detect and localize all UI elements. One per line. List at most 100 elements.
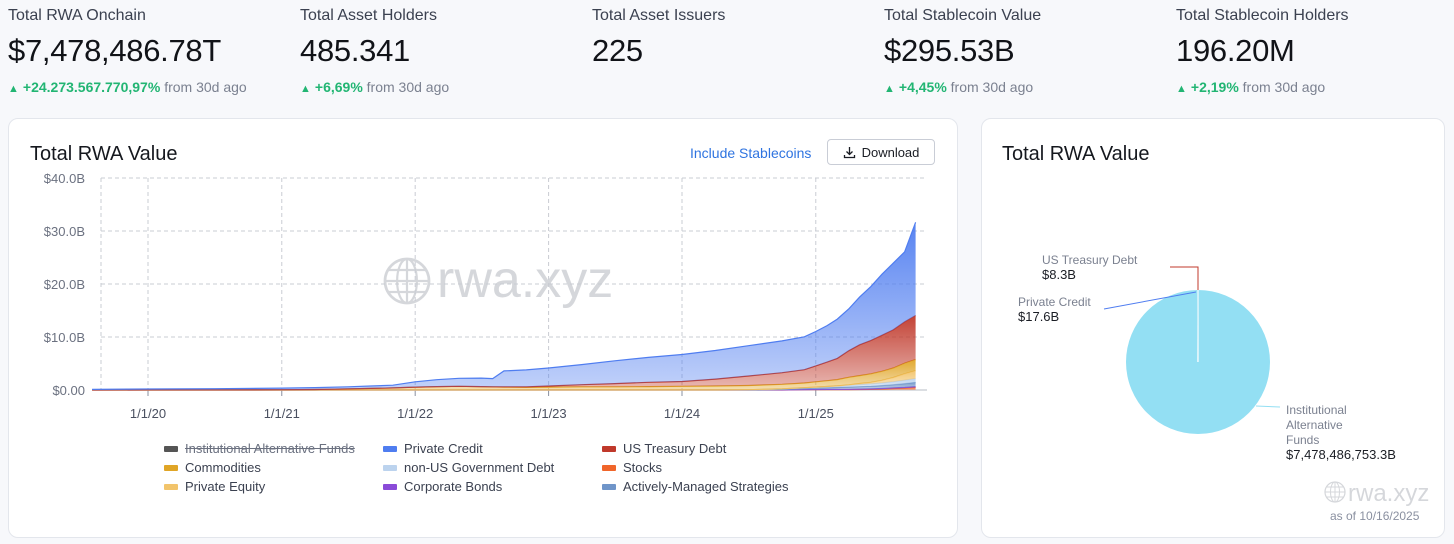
legend-swatch <box>602 445 616 452</box>
triangle-up-icon: ▲ <box>8 83 19 95</box>
pie-chart-card: Total RWA Value US Treasury Debt $8.3B Pri… <box>981 118 1445 538</box>
stat-change-percent: +4,45% <box>898 79 947 95</box>
x-tick-label: 1/1/24 <box>664 406 700 421</box>
area-series-commodities <box>92 359 916 390</box>
download-button-label: Download <box>861 144 920 160</box>
stat-change-suffix: from 30d ago <box>950 79 1034 95</box>
chart-title: Total RWA Value <box>30 143 178 165</box>
legend-item-non-us-government-debt[interactable]: non-US Government Debt <box>383 460 554 475</box>
area-series-non-us-government-debt <box>92 378 916 390</box>
series-line <box>92 386 916 391</box>
stat-value: $7,478,486.78T <box>8 33 221 68</box>
legend-item-corporate-bonds[interactable]: Corporate Bonds <box>383 479 502 494</box>
legend-swatch <box>602 464 616 471</box>
area-series-actively-managed-strategies <box>92 382 916 390</box>
watermark-text: rwa.xyz <box>437 251 613 309</box>
stat-change-percent: +6,69% <box>314 79 363 95</box>
pie-label-name: Alternative <box>1286 418 1343 432</box>
legend-swatch <box>164 483 178 490</box>
y-tick-label: $0.00 <box>52 383 85 398</box>
stat-total-rwa-onchain: Total RWA Onchain $7,478,486.78T ▲ +24.27… <box>8 6 247 96</box>
legend-swatch <box>164 445 178 452</box>
legend-label: Private Equity <box>185 479 266 494</box>
pie-label-name: US Treasury Debt <box>1042 253 1138 267</box>
pie-label-value: $17.6B <box>1018 309 1059 324</box>
legend-item-private-equity[interactable]: Private Equity <box>164 479 265 494</box>
series-line <box>92 386 916 391</box>
stat-value: 225 <box>592 33 643 68</box>
triangle-up-icon: ▲ <box>884 83 895 95</box>
x-tick-label: 1/1/23 <box>531 406 567 421</box>
include-stablecoins-toggle[interactable]: Include Stablecoins <box>690 145 812 161</box>
pie-label-value: $8.3B <box>1042 267 1076 282</box>
stats-bar: Total RWA Onchain $7,478,486.78T ▲ +24.27… <box>0 0 1454 110</box>
pie-slice-boundary <box>1197 289 1199 363</box>
download-button[interactable]: Download <box>827 139 935 165</box>
series-line <box>92 222 917 390</box>
x-tick-label: 1/1/21 <box>264 406 300 421</box>
pie-label-private-credit: Private Credit$17.6B <box>1018 295 1091 324</box>
leader-line <box>1103 291 1197 310</box>
stat-change-percent: +2,19% <box>1190 79 1239 95</box>
watermark-text: rwa.xyz <box>1348 480 1429 507</box>
legend-label: non-US Government Debt <box>404 460 555 475</box>
y-tick-label: $30.0B <box>44 224 85 239</box>
stat-change-suffix: from 30d ago <box>164 79 247 95</box>
stat-value: $295.53B <box>884 33 1015 68</box>
triangle-up-icon: ▲ <box>300 83 311 95</box>
legend-swatch <box>164 464 178 471</box>
x-tick-label: 1/1/25 <box>798 406 834 421</box>
rwa-watermark: rwa.xyz <box>1324 480 1429 507</box>
as-of-date: as of 10/16/2025 <box>1330 509 1420 523</box>
legend-label: Actively-Managed Strategies <box>623 479 789 494</box>
stat-label: Total Asset Holders <box>300 7 437 24</box>
triangle-up-icon: ▲ <box>1176 83 1187 95</box>
legend-label: US Treasury Debt <box>623 441 727 456</box>
legend-swatch <box>383 464 397 471</box>
pie-label-institutional-alternative-funds: InstitutionalAlternativeFunds$7,478,486,… <box>1286 403 1396 462</box>
stat-total-asset-holders: Total Asset Holders 485.341 ▲ +6,69% from… <box>300 6 449 96</box>
legend-item-actively-managed-strategies[interactable]: Actively-Managed Strategies <box>602 479 788 494</box>
legend-label: Commodities <box>185 460 261 475</box>
stat-label: Total Stablecoin Holders <box>1176 7 1349 24</box>
stat-change: ▲ +2,19% from 30d ago <box>1176 78 1349 96</box>
stat-total-stablecoin-value: Total Stablecoin Value $295.53B ▲ +4,45% … <box>884 6 1041 96</box>
pie-label-us-treasury-debt: US Treasury Debt$8.3B <box>1042 253 1138 282</box>
series-line <box>92 370 916 391</box>
legend-item-stocks[interactable]: Stocks <box>602 460 662 475</box>
legend-item-institutional-alternative-funds[interactable]: Institutional Alternative Funds <box>164 441 355 456</box>
pie-label-name: Funds <box>1286 433 1319 447</box>
pie-title: Total RWA Value <box>1002 143 1150 165</box>
area-chart-card: Total RWA Value Include Stablecoins Down… <box>8 118 958 538</box>
stat-change: ▲ +4,45% from 30d ago <box>884 78 1041 96</box>
stat-change: ▲ +6,69% from 30d ago <box>300 78 449 96</box>
legend-label: Stocks <box>623 460 663 475</box>
pie-label-value: $7,478,486,753.3B <box>1286 447 1396 462</box>
legend-label: Institutional Alternative Funds <box>185 441 355 456</box>
stat-change-suffix: from 30d ago <box>1242 79 1326 95</box>
stat-value: 485.341 <box>300 33 410 68</box>
legend-label: Private Credit <box>404 441 483 456</box>
legend-label: Corporate Bonds <box>404 479 503 494</box>
legend-item-private-credit[interactable]: Private Credit <box>383 441 483 456</box>
rwa-watermark: rwa.xyz <box>383 251 613 309</box>
legend-item-commodities[interactable]: Commodities <box>164 460 261 475</box>
stat-change: ▲ +24.273.567.770,97% from 30d ago <box>8 78 247 96</box>
area-series-us-treasury-debt <box>92 315 916 390</box>
pie-label-name: Private Credit <box>1018 295 1091 309</box>
legend-swatch <box>602 483 616 490</box>
area-series-private-credit <box>92 222 916 390</box>
leader-line <box>1170 266 1199 290</box>
y-tick-label: $40.0B <box>44 171 85 186</box>
stat-label: Total Asset Issuers <box>592 7 726 24</box>
stat-total-asset-issuers: Total Asset Issuers 225 <box>592 6 725 68</box>
leader-line <box>1255 405 1281 408</box>
series-line <box>92 314 916 391</box>
y-tick-label: $10.0B <box>44 330 85 345</box>
stat-change-suffix: from 30d ago <box>366 79 450 95</box>
legend-swatch <box>383 445 397 452</box>
globe-icon <box>1324 481 1346 503</box>
download-icon <box>843 146 855 158</box>
legend-item-us-treasury-debt[interactable]: US Treasury Debt <box>602 441 726 456</box>
x-tick-label: 1/1/20 <box>130 406 166 421</box>
